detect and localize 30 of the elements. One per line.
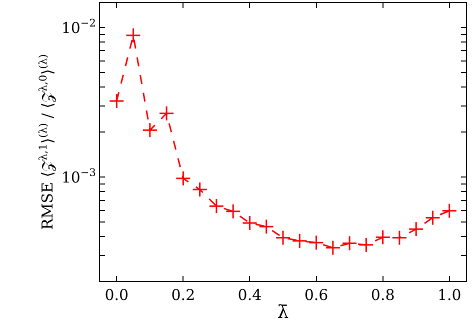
point — [342, 236, 358, 252]
point — [375, 230, 391, 246]
point — [175, 170, 191, 186]
point — [126, 28, 142, 44]
point — [108, 93, 124, 109]
point — [225, 204, 241, 220]
y-tick-label: 10$^{−3}$ — [61, 167, 96, 186]
point — [424, 210, 440, 226]
point — [258, 218, 274, 234]
y-tick-label: 10$^{−2}$ — [61, 18, 96, 37]
x-tick-label: 0.2 — [171, 286, 196, 304]
point — [325, 240, 341, 256]
point — [208, 198, 224, 214]
point — [292, 233, 308, 249]
x-tick-label: 0.4 — [238, 286, 262, 304]
point — [442, 202, 458, 218]
x-tick-label: 0.0 — [104, 286, 129, 304]
x-tick-label: 1.0 — [437, 286, 462, 304]
x-tick-label: 0.8 — [370, 286, 395, 304]
point — [275, 230, 291, 246]
point — [142, 122, 158, 138]
point — [358, 237, 374, 253]
point — [392, 230, 408, 246]
point — [308, 234, 324, 250]
x-axis-title: λ̄ — [277, 302, 289, 324]
x-tick-label: 0.6 — [304, 286, 328, 304]
point — [408, 221, 424, 237]
point — [158, 106, 174, 122]
point — [242, 215, 258, 231]
point — [192, 182, 208, 198]
